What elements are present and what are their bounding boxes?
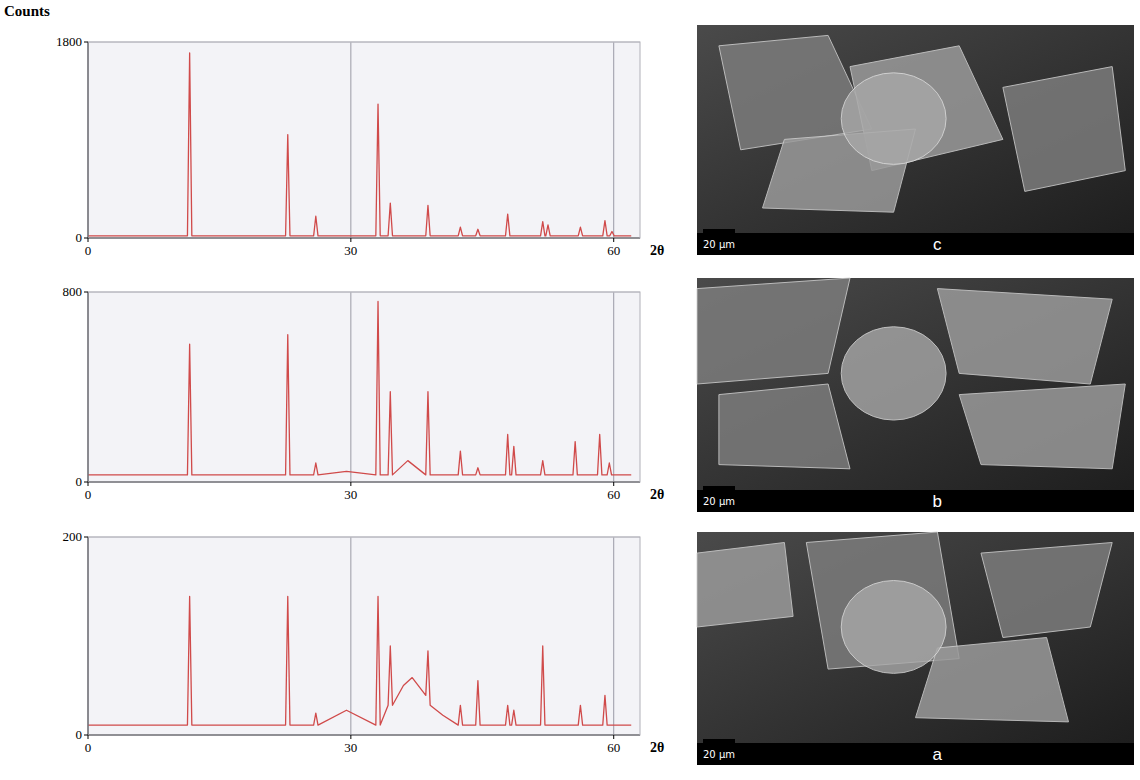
plot-background: [88, 292, 640, 482]
xrd-panel: 0 200 0 30 60 2θ: [63, 529, 665, 755]
sem-image: 20 μm c: [697, 25, 1134, 255]
info-bar: [697, 490, 1134, 512]
x-tick: [613, 735, 614, 739]
plot-background: [88, 42, 640, 238]
aggregate: [841, 581, 946, 674]
plot-frame: [88, 292, 640, 482]
panel-letter: c: [933, 235, 942, 254]
y-tick: [84, 292, 88, 293]
x-tick-label: 0: [85, 243, 92, 258]
sem-image: 20 μm a: [697, 532, 1134, 765]
y-tick-label: 1800: [56, 34, 82, 49]
x-tick-label: 60: [607, 487, 620, 502]
x-axis-title: 2θ: [650, 487, 664, 502]
grid-line: [350, 537, 351, 735]
scale-bar: [703, 229, 735, 233]
y-tick-label: 0: [76, 474, 83, 489]
crystal-plate: [1003, 67, 1125, 192]
xrd-pattern: [88, 53, 631, 236]
crystal-plate: [981, 543, 1112, 638]
x-tick: [88, 735, 89, 739]
data-group: [88, 53, 631, 236]
x-tick-label: 60: [607, 740, 620, 755]
y-tick: [84, 42, 88, 43]
y-axis-title: Counts: [4, 3, 50, 19]
x-tick-label: 30: [344, 243, 357, 258]
info-bar: [697, 743, 1134, 765]
scale-label: 20 μm: [703, 496, 735, 507]
crystal-plate: [697, 543, 793, 628]
y-tick: [84, 735, 88, 736]
y-tick-label: 200: [63, 529, 83, 544]
y-tick: [84, 537, 88, 538]
scale-bar: [703, 739, 735, 743]
grid-line: [613, 537, 614, 735]
sem-background: [697, 25, 1134, 233]
y-tick-label: 800: [63, 284, 83, 299]
plot-frame: [88, 42, 640, 238]
x-tick: [350, 735, 351, 739]
x-tick: [613, 238, 614, 242]
panel-letter: b: [933, 492, 942, 511]
xrd-pattern: [88, 302, 631, 475]
grid-line: [350, 42, 351, 238]
scale-label: 20 μm: [703, 239, 735, 250]
scale-bar: [703, 486, 735, 490]
data-group: [88, 596, 631, 725]
sem-background: [697, 278, 1134, 490]
crystal-plate: [959, 384, 1125, 469]
sem-image: 20 μm b: [697, 278, 1134, 512]
scale-label: 20 μm: [703, 749, 735, 760]
x-tick: [88, 482, 89, 486]
grid-line: [613, 292, 614, 482]
x-tick: [350, 238, 351, 242]
data-group: [88, 302, 631, 475]
aggregate: [841, 73, 946, 165]
x-tick-label: 30: [344, 740, 357, 755]
grid-line: [350, 292, 351, 482]
figure: 0 1800 0 30 60 2θ Counts 0 800 0 30 60 2θ 0 200 0 30 60 2θ…: [0, 0, 1140, 780]
info-bar: [697, 233, 1134, 255]
plot-background: [88, 537, 640, 735]
crystal-plate: [719, 384, 850, 469]
sem-background: [697, 532, 1134, 743]
xrd-panel: 0 800 0 30 60 2θ: [63, 284, 665, 502]
x-tick: [88, 238, 89, 242]
x-tick: [613, 482, 614, 486]
y-tick: [84, 238, 88, 239]
xrd-panel: 0 1800 0 30 60 2θ Counts: [4, 3, 664, 258]
x-tick: [350, 482, 351, 486]
y-tick-label: 0: [76, 727, 83, 742]
x-tick-label: 30: [344, 487, 357, 502]
x-axis-title: 2θ: [650, 243, 664, 258]
x-tick-label: 0: [85, 487, 92, 502]
aggregate: [841, 327, 946, 420]
y-tick: [84, 482, 88, 483]
x-axis-title: 2θ: [650, 740, 664, 755]
crystal-plate: [697, 278, 850, 384]
crystal-plate: [937, 289, 1112, 384]
y-tick-label: 0: [76, 230, 83, 245]
plot-frame: [88, 537, 640, 735]
x-tick-label: 0: [85, 740, 92, 755]
panel-letter: a: [933, 745, 943, 764]
grid-line: [613, 42, 614, 238]
xrd-pattern: [88, 596, 631, 725]
x-tick-label: 60: [607, 243, 620, 258]
